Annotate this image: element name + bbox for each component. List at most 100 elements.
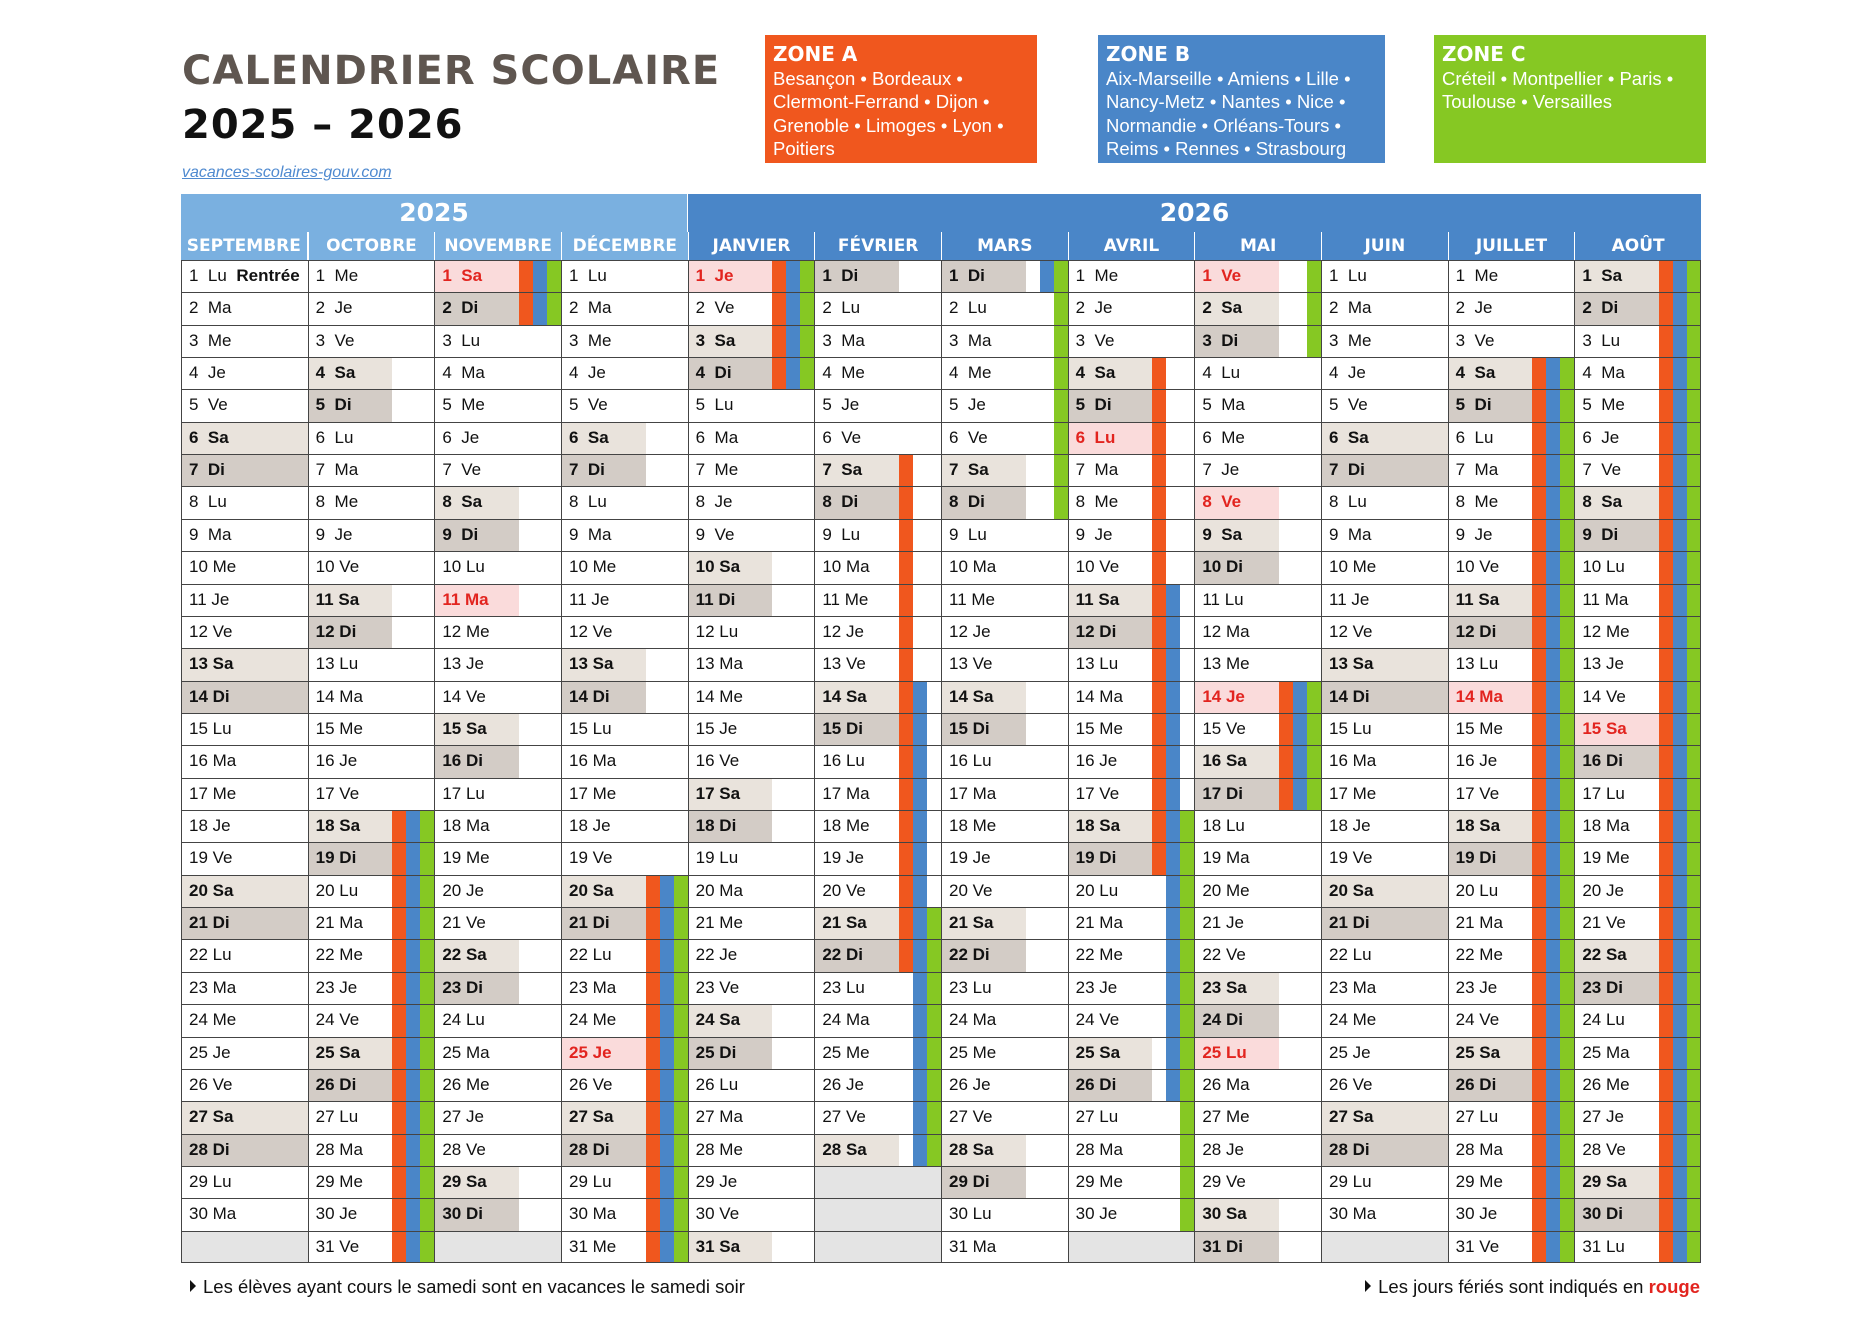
day-cell: 19 Di [307, 842, 393, 875]
day-cell: 28 Ma [1455, 1139, 1503, 1159]
day-cell: 12 Ma [1202, 621, 1250, 641]
footer-left-text: Les élèves ayant cours le samedi sont en… [203, 1276, 745, 1297]
day-cell: 12 Ve [189, 621, 233, 641]
day-cell: 2 Di [1574, 292, 1659, 325]
day-cell: 14 Me [695, 686, 743, 706]
day-cell: 29 Ve [1202, 1171, 1246, 1191]
day-cell: 21 Sa [814, 907, 899, 940]
day-cell: 31 Di [1194, 1230, 1279, 1263]
day-cell: 15 Lu [189, 718, 232, 738]
month-header: MARS [942, 232, 1068, 260]
day-cell: 31 Ve [1455, 1236, 1500, 1256]
day-cell: 8 Sa [1574, 486, 1659, 519]
day-cell: 4 Me [949, 363, 992, 383]
day-cell: 10 Ma [822, 557, 870, 577]
day-cell: 17 Ve [1075, 783, 1120, 803]
month-header: JUILLET [1448, 232, 1575, 260]
day-cell: 28 Di [561, 1133, 646, 1166]
site-link[interactable]: vacances-scolaires-gouv.com [182, 164, 392, 181]
day-cell: 16 Je [315, 751, 358, 771]
calendar: 2025 2026 SEPTEMBRE OCTOBRE NOVEMBRE DÉCEMB… [181, 194, 1701, 1263]
day-cell: 11 Me [949, 589, 995, 609]
day-cell: 24 Ma [949, 1010, 997, 1030]
day-cell: 20 Me [1202, 880, 1250, 900]
day-cell: 11 Je [569, 589, 610, 609]
day-cell: 8 Je [695, 492, 733, 512]
day-cell: 6 Sa [561, 421, 646, 455]
day-cell: 16 Ma [189, 751, 237, 771]
day-cell: 9 Lu [822, 524, 861, 544]
day-cell: 24 Di [1194, 1004, 1279, 1037]
footer-red-word: rouge [1648, 1276, 1700, 1297]
day-cell: 30 Je [1075, 1204, 1118, 1224]
day-cell: 16 Ma [569, 751, 617, 771]
day-cell: 30 Ve [695, 1204, 740, 1224]
day-cell: 18 Sa [1067, 810, 1153, 843]
day-cell: 30 Di [1574, 1198, 1659, 1231]
day-cell: 24 Sa [687, 1004, 773, 1037]
day-cell: 13 Lu [1455, 654, 1499, 674]
day-cell: 19 Me [1582, 848, 1630, 868]
day-cell: 21 Di [561, 907, 646, 940]
column-divider [814, 260, 816, 1263]
day-cell: 2 Je [315, 298, 353, 318]
day-cell: 14 Sa [941, 680, 1026, 713]
day-cell: 15 Me [1455, 718, 1503, 738]
day-cell: 7 Ve [442, 460, 482, 480]
vacation-bar-zone-a [1659, 260, 1673, 1263]
day-cell: 3 Di [1194, 324, 1279, 358]
page-title: CALENDRIER SCOLAIRE [182, 48, 721, 94]
day-cell: 26 Di [307, 1068, 393, 1102]
day-cell: 4 Je [189, 363, 226, 383]
month-header: FÉVRIER [815, 232, 941, 260]
zone-b-legend: ZONE B Aix-Marseille • Amiens • Lille • … [1098, 35, 1385, 163]
day-cell: 15 Me [315, 718, 363, 738]
day-cell: 20 Sa [1321, 874, 1448, 908]
day-cell: 18 Di [687, 810, 773, 843]
day-cell: 25 Sa [307, 1036, 393, 1069]
day-cell: 18 Me [949, 816, 997, 836]
day-cell: 26 Me [442, 1074, 490, 1094]
day-cell: 23 Ma [569, 977, 617, 997]
empty-day-cell [814, 1198, 941, 1231]
day-cell: 15 Je [695, 718, 738, 738]
day-cell: 27 Me [1202, 1107, 1250, 1127]
day-cell: 27 Lu [1075, 1107, 1119, 1127]
day-cell: 1 Lu Rentrée [181, 260, 308, 292]
day-cell: 15 Lu [569, 718, 612, 738]
day-cell: 21 Ve [1582, 913, 1626, 933]
day-cell: 3 Ve [1075, 330, 1115, 350]
day-cell: 30 Ma [189, 1204, 237, 1224]
day-cell: 24 Me [569, 1010, 617, 1030]
day-cell: 12 Me [1582, 621, 1630, 641]
day-cell: 3 Me [569, 330, 612, 350]
day-cell: 29 Lu [189, 1171, 232, 1191]
day-cell: 25 Sa [1067, 1036, 1153, 1069]
day-cell: 16 Lu [822, 751, 865, 771]
day-cell: 10 Di [1194, 551, 1279, 584]
day-cell: 6 Ve [822, 427, 862, 447]
column-divider [941, 260, 942, 1263]
year-header-2026: 2026 [688, 194, 1701, 232]
holiday-day-cell: 15 Sa [1574, 712, 1659, 746]
day-cell: 28 Ve [442, 1139, 486, 1159]
day-cell: 26 Di [1447, 1068, 1533, 1102]
day-cell: 22 Sa [434, 939, 519, 972]
day-cell: 4 Me [822, 363, 865, 383]
month-header: MAI [1195, 232, 1321, 260]
day-cell: 28 Sa [814, 1133, 899, 1166]
day-cell: 29 Lu [1329, 1171, 1372, 1191]
arrow-icon [1365, 1280, 1372, 1292]
day-cell: 17 Me [189, 783, 237, 803]
day-cell: 13 Lu [315, 654, 359, 674]
zone-c-legend: ZONE C Créteil • Montpellier • Paris • T… [1434, 35, 1706, 163]
day-cell: 17 Sa [687, 777, 773, 811]
day-cell: 24 Ve [315, 1010, 360, 1030]
day-cell: 8 Di [814, 486, 899, 519]
day-cell: 29 Me [315, 1171, 363, 1191]
day-cell: 12 Di [307, 615, 393, 649]
day-cell: 2 Lu [822, 298, 861, 318]
vacation-bar-zone-c [1687, 260, 1701, 1263]
day-cell: 23 Sa [1194, 971, 1279, 1005]
day-cell: 7 Di [1321, 454, 1448, 487]
